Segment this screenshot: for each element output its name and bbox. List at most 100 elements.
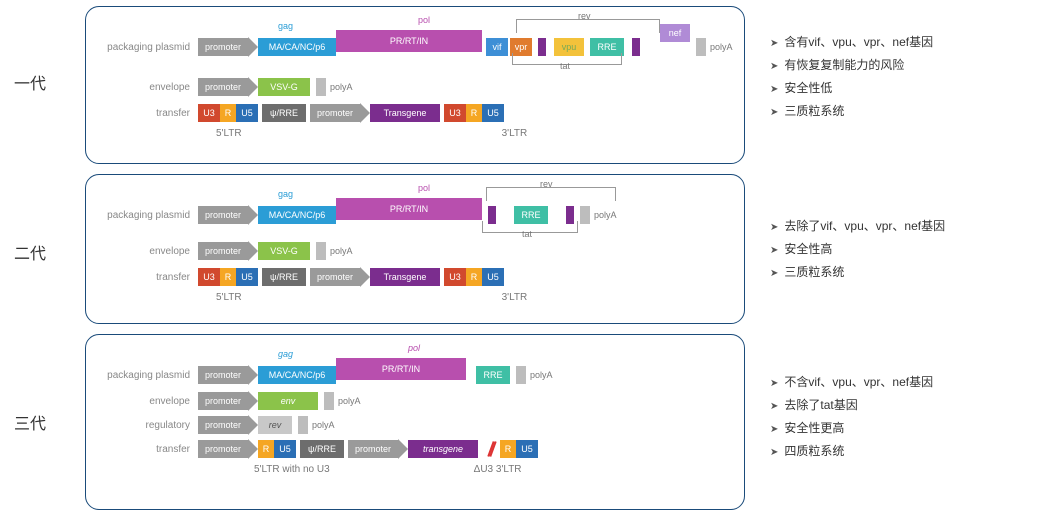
rev-bracket — [486, 187, 616, 201]
u3-block: U3 — [444, 104, 466, 122]
promoter-block: promoter — [198, 392, 248, 410]
promoter-arrow-icon — [360, 267, 370, 287]
bullet: 不含vif、vpu、vpr、nef基因 — [770, 373, 1040, 393]
packaging-label: packaging plasmid — [104, 210, 198, 221]
promoter-block: promoter — [310, 104, 360, 122]
regulatory-label: regulatory — [104, 420, 198, 431]
pol-block: PR/RT/IN — [336, 198, 482, 220]
transfer-track-g3: promoter R U5 ψ/RRE promoter transgene R… — [198, 439, 538, 459]
promoter-block: promoter — [310, 268, 360, 286]
rev-bracket-label: rev — [578, 11, 591, 21]
bullet: 三质粒系统 — [770, 263, 1040, 283]
promoter-block: promoter — [198, 206, 248, 224]
gag-label: gag — [278, 189, 293, 199]
polya-text: polyA — [594, 210, 617, 220]
envelope-label: envelope — [104, 396, 198, 407]
gag-block: MA/CA/NC/p6 — [258, 38, 336, 56]
promoter-arrow-icon — [248, 37, 258, 57]
polya-text: polyA — [710, 42, 733, 52]
promoter-arrow-icon — [248, 241, 258, 261]
polya-text: polyA — [312, 420, 335, 430]
packaging-label: packaging plasmid — [104, 42, 198, 53]
promoter-arrow-icon — [248, 77, 258, 97]
bullet: 含有vif、vpu、vpr、nef基因 — [770, 33, 1040, 53]
promoter-block: promoter — [348, 440, 398, 458]
promoter-arrow-icon — [248, 391, 258, 411]
vsvg-block: VSV-G — [258, 242, 310, 260]
u5-block: U5 — [482, 104, 504, 122]
ltr5-no-label: 5'LTR with no U3 — [254, 464, 330, 475]
promoter-block: promoter — [198, 38, 248, 56]
pol-label: pol — [408, 343, 420, 353]
envelope-track-g1: promoter VSV-G polyA — [198, 77, 357, 97]
sin-slash-icon — [486, 440, 496, 458]
rre-block: RRE — [476, 366, 510, 384]
promoter-arrow-icon — [360, 103, 370, 123]
transfer-track-g2: U3 R U5 ψ/RRE promoter Transgene U3 R U5 — [198, 267, 504, 287]
r-block: R — [258, 440, 274, 458]
bullet: 三质粒系统 — [770, 102, 1040, 122]
gen2-label: 二代 — [14, 240, 46, 264]
promoter-arrow-icon — [248, 205, 258, 225]
psi-block: ψ/RRE — [262, 104, 306, 122]
promoter-arrow-icon — [248, 439, 258, 459]
polya-text: polyA — [530, 370, 553, 380]
promoter-block: promoter — [198, 440, 248, 458]
ltr5-label: 5'LTR — [216, 292, 242, 303]
bullet: 安全性低 — [770, 79, 1040, 99]
panel-gen3: gag pol packaging plasmid promoter MA/CA… — [85, 334, 745, 510]
tat-label: tat — [560, 61, 570, 71]
nef-block: nef — [660, 24, 690, 42]
polya-block — [696, 38, 706, 56]
transfer-label: transfer — [104, 108, 198, 119]
transgene-block: Transgene — [370, 268, 440, 286]
ltr3-label: 3'LTR — [502, 128, 528, 139]
u3-block: U3 — [444, 268, 466, 286]
promoter-block: promoter — [198, 242, 248, 260]
pol-block: PR/RT/IN — [336, 30, 482, 52]
promoter-block: promoter — [198, 78, 248, 96]
gag-label: gag — [278, 21, 293, 31]
gag-label: gag — [278, 349, 293, 359]
packaging-label: packaging plasmid — [104, 370, 198, 381]
envelope-label: envelope — [104, 246, 198, 257]
polya-block — [316, 78, 326, 96]
polya-block — [324, 392, 334, 410]
promoter-arrow-icon — [248, 365, 258, 385]
transfer-track-g1: U3 R U5 ψ/RRE promoter Transgene U3 R U5 — [198, 103, 504, 123]
u5-block: U5 — [236, 268, 258, 286]
gag-block: MA/CA/NC/p6 — [258, 206, 336, 224]
regulatory-track-g3: promoter rev polyA — [198, 415, 339, 435]
rev-block: rev — [258, 416, 292, 434]
gag-block: MA/CA/NC/p6 — [258, 366, 336, 384]
pol-label: pol — [418, 15, 430, 25]
panel-gen2: gag pol rev packaging plasmid promoter M… — [85, 174, 745, 324]
envelope-label: envelope — [104, 82, 198, 93]
vsvg-block: VSV-G — [258, 78, 310, 96]
bullet: 去除了tat基因 — [770, 396, 1040, 416]
rev-bracket — [516, 19, 660, 33]
bullet: 四质粒系统 — [770, 442, 1040, 462]
panel-gen1: gag pol rev packaging plasmid promoter M… — [85, 6, 745, 164]
env-block: env — [258, 392, 318, 410]
transfer-label: transfer — [104, 272, 198, 283]
packaging-track-g1: promoter MA/CA/NC/p6 PR/RT/IN vif vpr vp… — [198, 37, 737, 57]
polya-text: polyA — [338, 396, 361, 406]
bullet: 安全性更高 — [770, 419, 1040, 439]
polya-block — [516, 366, 526, 384]
u3-block: U3 — [198, 104, 220, 122]
bullets-g1: 含有vif、vpu、vpr、nef基因 有恢复复制能力的风险 安全性低 三质粒系… — [770, 30, 1040, 125]
bullet: 安全性高 — [770, 240, 1040, 260]
r-block: R — [220, 104, 236, 122]
r-block: R — [500, 440, 516, 458]
psi-block: ψ/RRE — [300, 440, 344, 458]
psi-block: ψ/RRE — [262, 268, 306, 286]
rev-bracket-label: rev — [540, 179, 553, 189]
gen3-label: 三代 — [14, 410, 46, 434]
stripe2 — [632, 38, 640, 56]
promoter-block: promoter — [198, 366, 248, 384]
gen1-label: 一代 — [14, 70, 46, 94]
transfer-label: transfer — [104, 444, 198, 455]
bullet: 去除了vif、vpu、vpr、nef基因 — [770, 217, 1040, 237]
bullets-g2: 去除了vif、vpu、vpr、nef基因 安全性高 三质粒系统 — [770, 214, 1040, 286]
